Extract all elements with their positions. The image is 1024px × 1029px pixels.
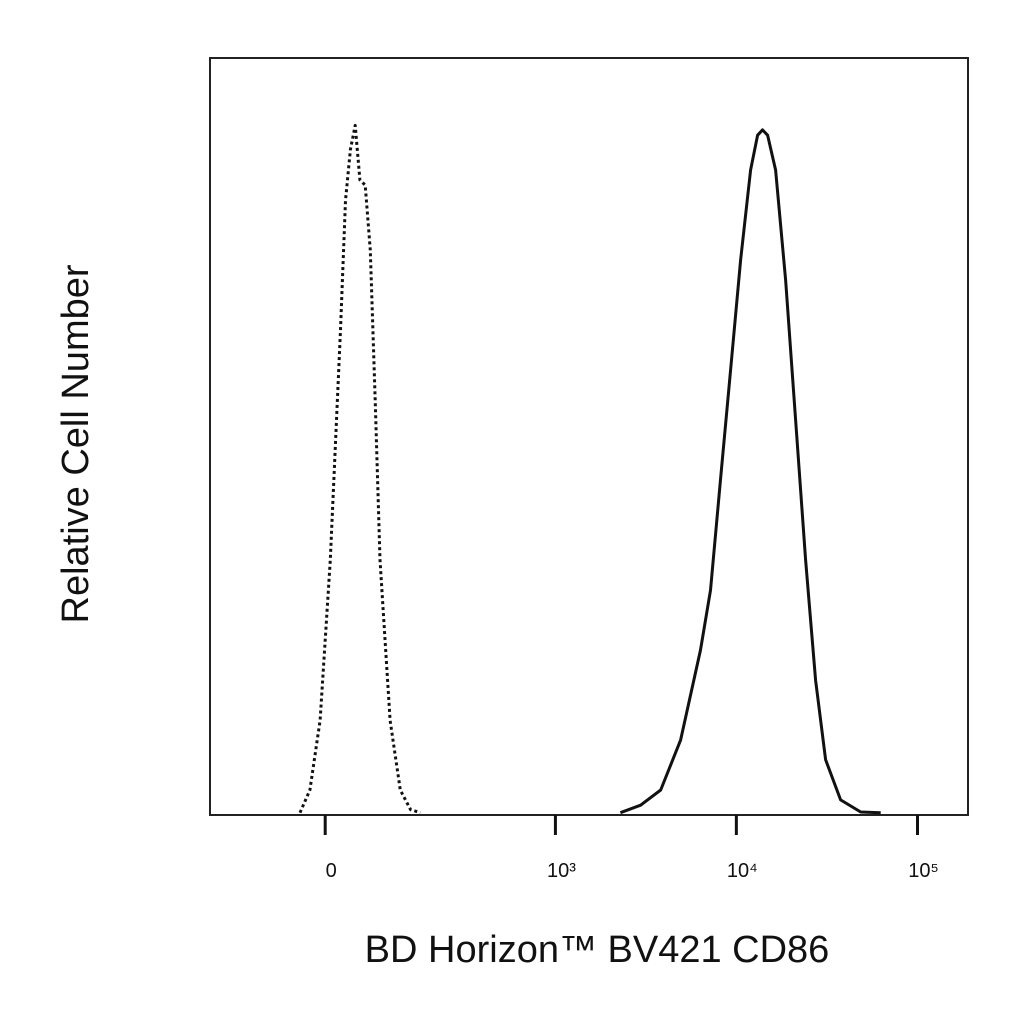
x-axis-label: BD Horizon™ BV421 CD86 — [365, 929, 830, 971]
histogram-line — [619, 128, 881, 815]
x-tick-label: 0 — [326, 860, 337, 882]
plot-frame — [209, 57, 969, 816]
x-tick-label: 10⁴ — [727, 860, 758, 882]
y-axis-label: Relative Cell Number — [55, 264, 97, 623]
histogram-line — [298, 123, 421, 815]
x-tick-label: 10³ — [547, 860, 576, 882]
x-tick-label: 10⁵ — [908, 860, 939, 882]
